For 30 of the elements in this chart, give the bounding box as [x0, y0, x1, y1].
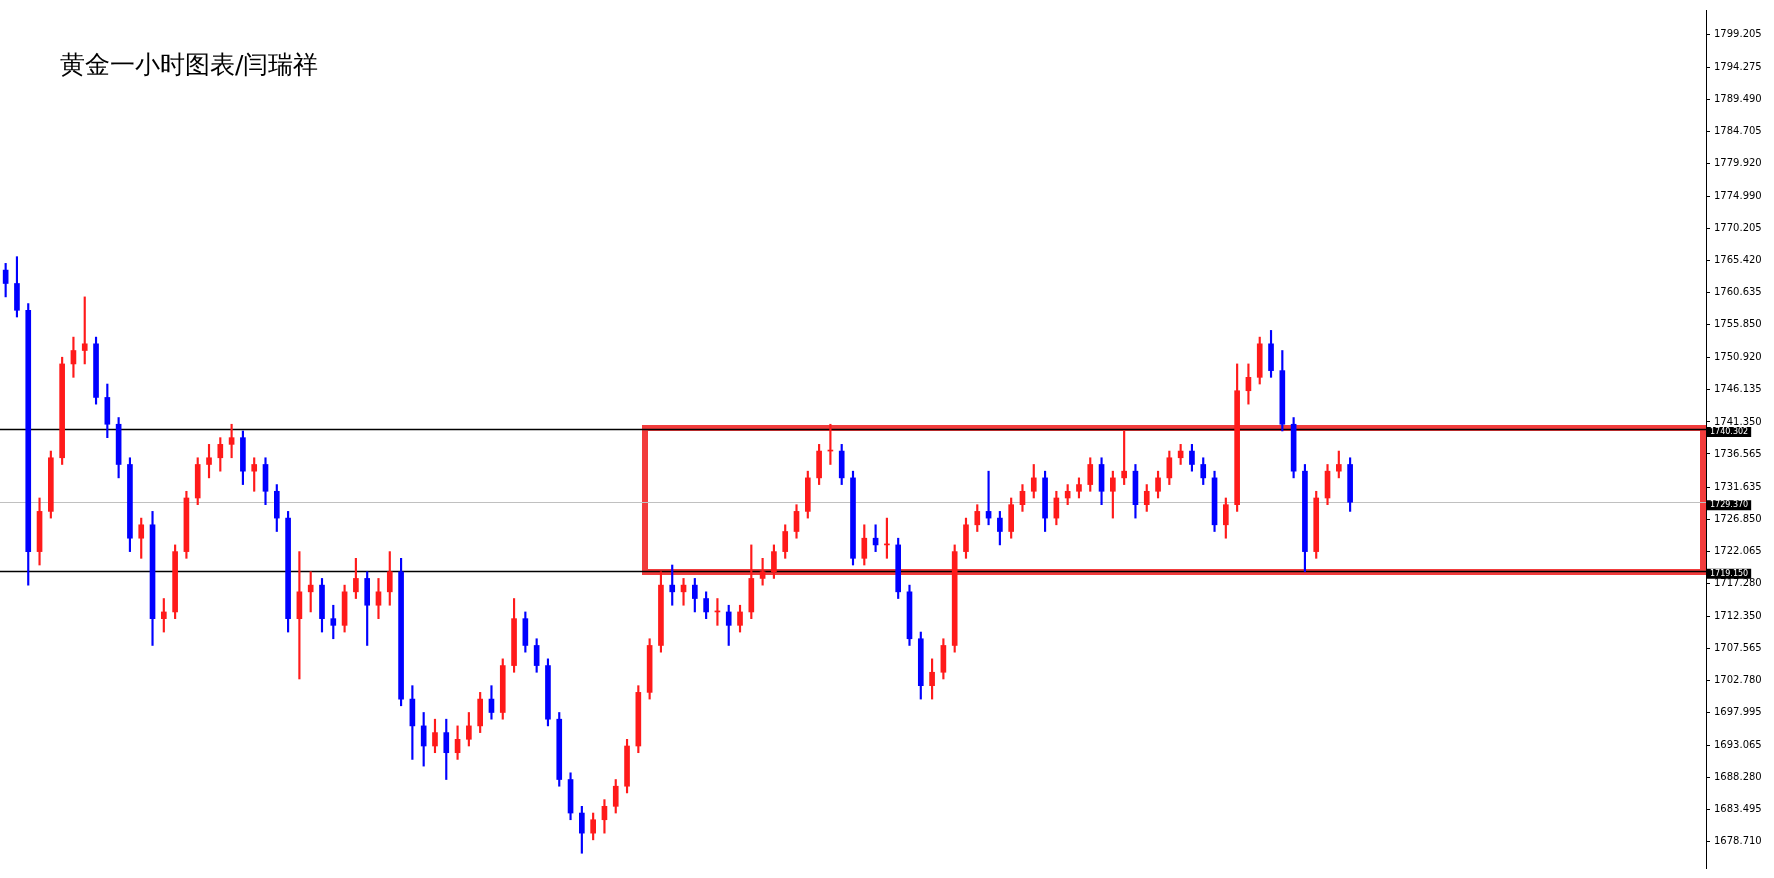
y-tick-label: 1731.635 [1714, 480, 1762, 492]
y-tick-label: 1770.205 [1714, 222, 1762, 234]
y-tick-label: 1755.850 [1714, 318, 1762, 330]
y-tick-label: 1722.065 [1714, 544, 1762, 556]
ref-line-label: 1729.370 [1710, 500, 1749, 510]
y-tick-label: 1765.420 [1714, 254, 1762, 266]
y-tick-label: 1784.705 [1714, 124, 1762, 136]
ref-line-label: 1740.302 [1710, 427, 1749, 437]
y-tick-label: 1789.490 [1714, 92, 1762, 104]
y-tick-label: 1779.920 [1714, 156, 1762, 168]
y-tick-label: 1746.135 [1714, 383, 1762, 395]
y-tick-label: 1702.780 [1714, 674, 1762, 686]
y-tick-label: 1683.495 [1714, 803, 1762, 815]
y-tick-label: 1760.635 [1714, 286, 1762, 298]
y-tick-label: 1794.275 [1714, 60, 1762, 72]
y-tick-label: 1736.565 [1714, 447, 1762, 459]
y-tick-label: 1693.065 [1714, 739, 1762, 751]
y-tick-label: 1717.280 [1714, 576, 1762, 588]
ref-line-label: 1719.150 [1710, 568, 1749, 578]
y-tick-label: 1750.920 [1714, 351, 1762, 363]
y-tick-label: 1697.995 [1714, 706, 1762, 718]
y-tick-label: 1726.850 [1714, 512, 1762, 524]
y-tick-label: 1774.990 [1714, 190, 1762, 202]
y-tick-label: 1712.350 [1714, 609, 1762, 621]
y-tick-label: 1799.205 [1714, 27, 1762, 39]
y-tick-label: 1741.350 [1714, 415, 1762, 427]
text: 黄金一小时图表/闫瑞祥 [60, 49, 319, 81]
y-tick-label: 1678.710 [1714, 835, 1762, 847]
y-tick-label: 1707.565 [1714, 641, 1762, 653]
y-tick-label: 1688.280 [1714, 771, 1762, 783]
